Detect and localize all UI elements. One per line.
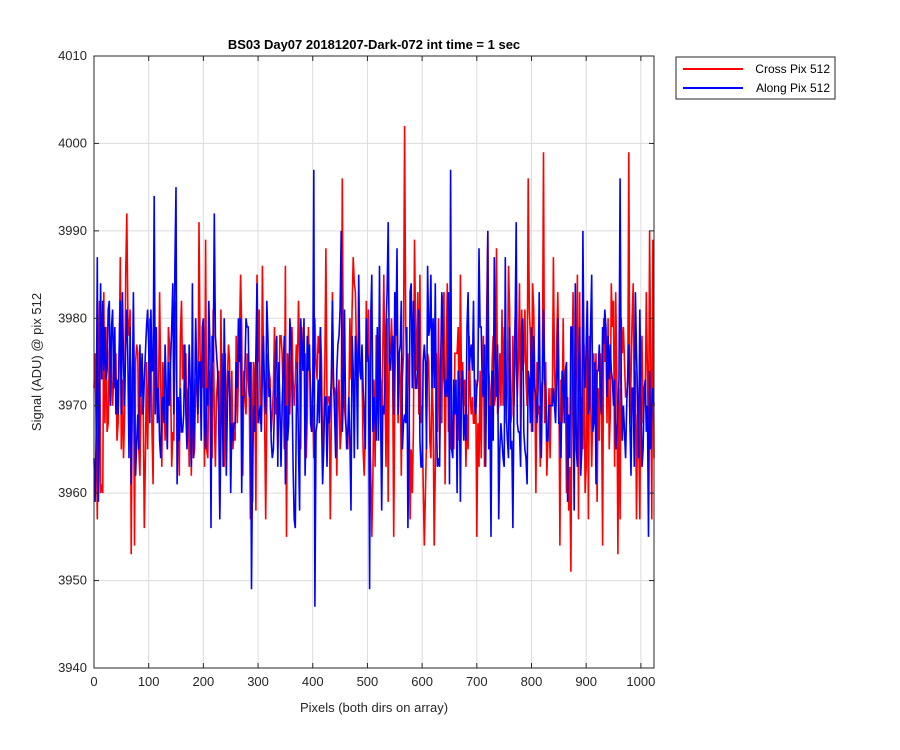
x-tick-label: 1000 bbox=[626, 674, 655, 689]
x-tick-label: 600 bbox=[411, 674, 433, 689]
legend-box bbox=[675, 56, 836, 100]
y-tick-label: 3950 bbox=[58, 573, 87, 588]
y-tick-label: 3940 bbox=[58, 660, 87, 675]
x-tick-label: 800 bbox=[521, 674, 543, 689]
legend-label-along: Along Pix 512 bbox=[756, 81, 830, 95]
x-tick-label: 500 bbox=[357, 674, 379, 689]
x-tick-label: 300 bbox=[247, 674, 269, 689]
x-tick-label: 100 bbox=[138, 674, 160, 689]
x-tick-label: 200 bbox=[193, 674, 215, 689]
y-tick-label: 3990 bbox=[58, 223, 87, 238]
axes-box bbox=[93, 55, 655, 669]
x-tick-label: 0 bbox=[90, 674, 97, 689]
x-tick-label: 400 bbox=[302, 674, 324, 689]
plot-area bbox=[94, 56, 654, 668]
y-tick-label: 4000 bbox=[58, 135, 87, 150]
x-axis-label: Pixels (both dirs on array) bbox=[300, 700, 448, 715]
y-tick-label: 3960 bbox=[58, 485, 87, 500]
ticks: 0 100 200 300 400 500 600 700 800 900 1000 3940 3950… bbox=[58, 48, 655, 689]
chart-title: BS03 Day07 20181207-Dark-072 int time = … bbox=[228, 37, 520, 52]
x-tick-label: 900 bbox=[575, 674, 597, 689]
y-axis-label: Signal (ADU) @ pix 512 bbox=[29, 293, 44, 431]
series-line-1 bbox=[93, 169, 655, 607]
legend[interactable]: Cross Pix 512 Along Pix 512 bbox=[675, 56, 836, 100]
y-tick-label: 3980 bbox=[58, 310, 87, 325]
series-layer bbox=[93, 125, 655, 607]
legend-label-cross: Cross Pix 512 bbox=[755, 62, 830, 76]
y-tick-label: 3970 bbox=[58, 398, 87, 413]
y-tick-label: 4010 bbox=[58, 48, 87, 63]
x-tick-label: 700 bbox=[466, 674, 488, 689]
